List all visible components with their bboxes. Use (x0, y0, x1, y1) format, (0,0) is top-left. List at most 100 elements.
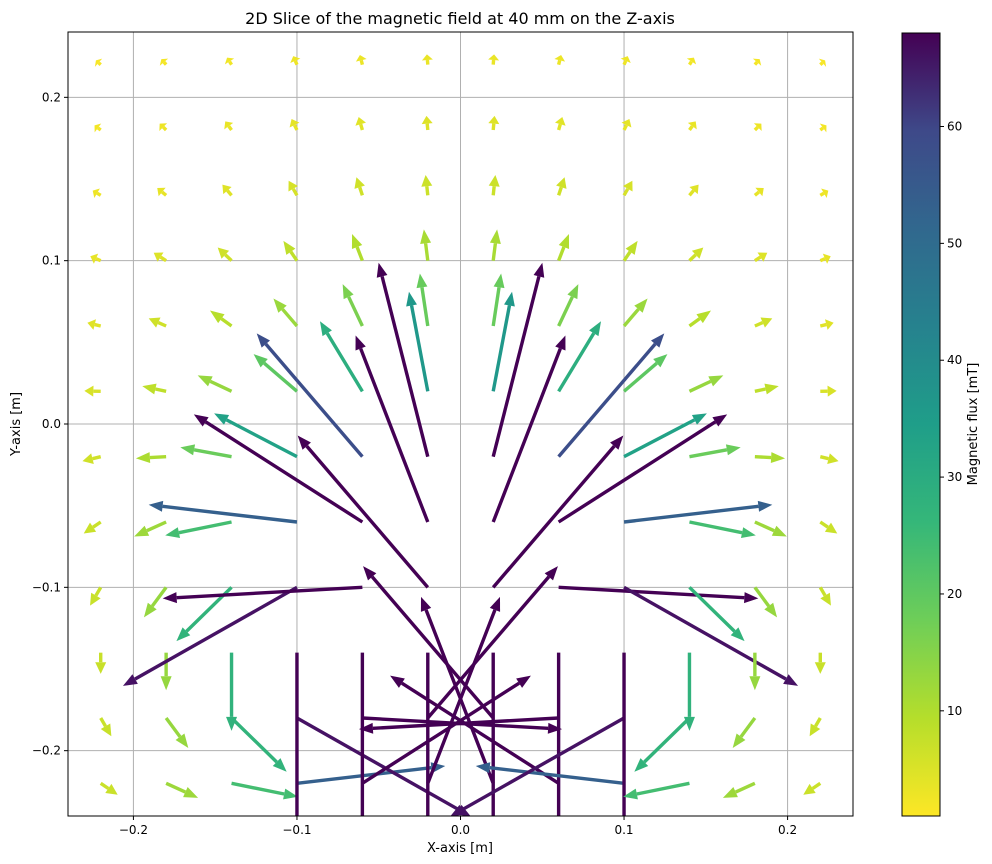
y-tick-label: −0.2 (32, 744, 61, 758)
colorbar-ticks: 10 20 30 40 50 60 (940, 119, 962, 718)
y-tick-label: −0.1 (32, 580, 61, 594)
x-axis-label: X-axis [m] (427, 841, 493, 856)
field-arrow (686, 57, 697, 66)
x-tick-label: 0.2 (778, 823, 797, 837)
field-arrow (290, 56, 301, 66)
field-arrow (143, 586, 168, 618)
field-arrow (557, 233, 570, 262)
field-arrow (688, 586, 745, 642)
field-arrow (491, 652, 495, 816)
x-tick-label: 0.0 (451, 823, 470, 837)
field-arrow (803, 781, 822, 795)
colorbar-tick-label: 10 (947, 704, 962, 718)
field-arrow (488, 175, 500, 196)
field-arrow (165, 520, 232, 539)
field-arrow (722, 781, 756, 798)
field-arrow (224, 57, 235, 66)
chart-title: 2D Slice of the magnetic field at 40 mm … (245, 9, 675, 28)
field-arrow (753, 123, 762, 132)
field-arrow (355, 335, 430, 523)
field-arrow (87, 319, 102, 330)
field-arrow (558, 585, 759, 604)
field-arrow (489, 229, 501, 261)
field-arrow (153, 252, 168, 263)
field-arrow (622, 652, 626, 816)
field-arrow (688, 247, 704, 262)
field-arrow (420, 596, 495, 784)
field-arrow (621, 119, 632, 131)
field-arrow (94, 123, 102, 133)
field-arrow (319, 321, 364, 393)
field-arrow (421, 175, 433, 196)
field-arrow (687, 121, 697, 131)
field-arrow (555, 117, 566, 131)
y-tick-label: 0.0 (42, 417, 61, 431)
colorbar-tick-label: 50 (947, 236, 962, 250)
field-arrow (83, 520, 102, 534)
field-arrow (623, 781, 690, 800)
field-arrow (818, 586, 831, 606)
field-arrow (94, 58, 103, 67)
field-arrow (135, 452, 167, 464)
colorbar-tick-label: 60 (947, 119, 962, 133)
field-arrow (426, 596, 501, 784)
field-arrow (296, 716, 471, 816)
field-arrow (689, 444, 741, 459)
field-arrow (296, 762, 446, 786)
field-arrow (420, 229, 432, 261)
field-arrow (753, 252, 768, 263)
field-arrow (157, 187, 168, 197)
grid (68, 32, 853, 816)
field-arrow (360, 652, 365, 816)
field-arrow (355, 117, 366, 131)
field-arrow (622, 240, 638, 262)
field-arrow (620, 56, 631, 66)
field-arrow (342, 284, 364, 327)
field-arrow (363, 566, 495, 720)
y-axis-label: Y-axis [m] (9, 392, 24, 457)
colorbar-tick-label: 30 (947, 470, 962, 484)
field-arrow (491, 335, 566, 523)
field-arrow (95, 652, 107, 674)
field-arrow (90, 586, 103, 606)
field-arrow (814, 652, 826, 674)
field-arrow (688, 310, 712, 328)
field-arrow (253, 354, 299, 393)
field-arrow (688, 184, 699, 197)
field-arrow (623, 585, 799, 686)
field-arrow (84, 385, 101, 397)
field-arrow (361, 675, 531, 785)
field-arrow (752, 58, 762, 66)
field-arrow (162, 585, 363, 604)
field-arrow (148, 500, 298, 524)
field-arrow (754, 452, 786, 464)
field-arrow (226, 652, 238, 731)
field-arrow (557, 414, 728, 524)
field-arrow (818, 58, 827, 67)
field-arrow (180, 444, 232, 459)
field-arrow (297, 435, 430, 589)
field-arrow (450, 716, 625, 816)
colorbar (901, 32, 941, 817)
y-tick-label: 0.2 (42, 90, 61, 104)
colorbar-label: Magnetic flux [mT] (966, 363, 981, 486)
field-arrow (491, 435, 624, 589)
field-arrow (159, 58, 169, 66)
field-arrow (634, 716, 691, 772)
x-tick-label: 0.1 (614, 823, 633, 837)
field-arrow (230, 716, 287, 772)
field-arrow (819, 453, 839, 465)
field-arrow (256, 333, 364, 458)
field-arrow (222, 184, 233, 197)
field-arrow (90, 253, 102, 264)
field-arrow (99, 717, 112, 737)
field-arrow (622, 180, 633, 197)
field-arrow (819, 319, 834, 330)
field-arrow (164, 716, 189, 749)
field-arrow (688, 375, 724, 393)
field-arrow (819, 123, 827, 133)
field-arrow (82, 453, 102, 465)
field-arrow (819, 188, 829, 198)
field-arrow (148, 317, 167, 328)
field-arrow (209, 310, 233, 328)
